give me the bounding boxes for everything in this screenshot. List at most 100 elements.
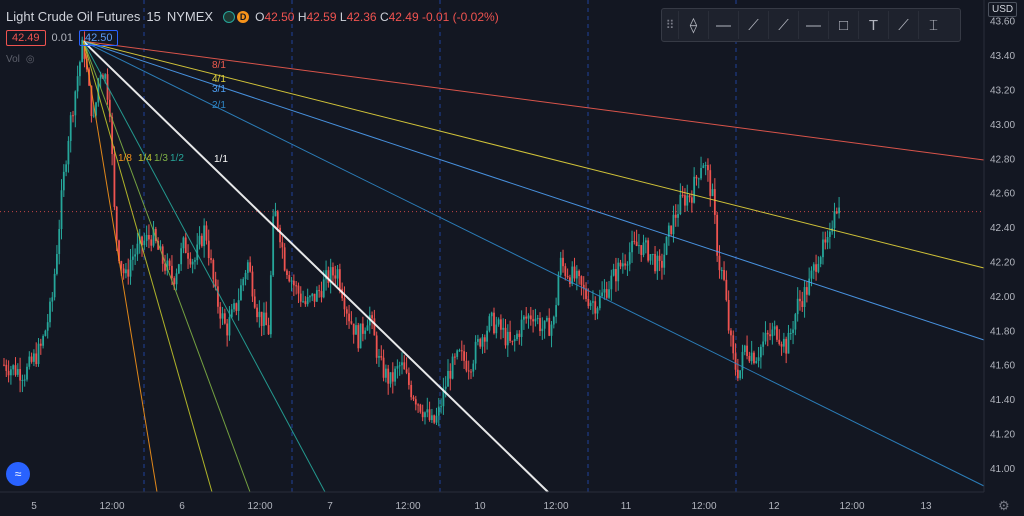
gann-fan[interactable]: 8/1 4/13/1 2/1 1/1 1/21/31/4 1/8 — [82, 40, 985, 493]
candle-body — [453, 356, 456, 358]
candle-body — [150, 239, 153, 246]
rectangle-icon[interactable]: □ — [829, 11, 859, 39]
candle-body — [177, 264, 180, 274]
candle-body — [95, 102, 97, 116]
candle-body — [578, 270, 581, 277]
candle-body — [327, 270, 330, 283]
trend-line-icon[interactable]: ⟋ — [739, 11, 769, 39]
candle-body — [69, 115, 72, 141]
time-axis[interactable]: 5 12:00 6 12:00 7 12:00 10 12:00 11 12:00 12 12:00 1… — [0, 491, 984, 512]
price-tick-label: 42.80 — [990, 154, 1015, 165]
candle-body — [421, 411, 424, 418]
candle-body — [477, 339, 479, 342]
tradingview-logo-icon[interactable]: ≈ — [6, 462, 30, 486]
candle-body — [115, 206, 118, 241]
candle-body — [322, 279, 325, 298]
candle-body — [99, 75, 102, 79]
candle-body — [154, 228, 157, 242]
close-value: 42.49 — [388, 9, 419, 24]
gann-fan-ray — [83, 40, 985, 161]
candle-body — [822, 239, 824, 258]
candle-body — [458, 350, 461, 352]
candle-body — [428, 409, 431, 421]
candle-body — [76, 76, 79, 92]
candle-body — [647, 240, 650, 261]
candle-body — [65, 164, 68, 172]
price-axis[interactable]: 43.60 43.40 43.20 43.00 42.80 42.60 42.40 42.20… — [983, 0, 1024, 516]
candle-body — [440, 406, 442, 408]
candle-body — [612, 268, 615, 276]
settings-gear-icon[interactable]: ⚙ — [998, 498, 1010, 513]
candle-body — [667, 225, 670, 237]
candle-body — [725, 279, 728, 300]
eye-hidden-icon[interactable]: ◎ — [25, 54, 35, 65]
candle-body — [474, 341, 477, 364]
sell-price-button[interactable]: 42.49 — [6, 30, 46, 46]
candle-body — [690, 197, 693, 203]
candle-body — [748, 355, 751, 362]
candle-body — [306, 297, 309, 305]
candle-body — [764, 332, 767, 342]
horizontal-ray-icon[interactable]: — — [709, 11, 739, 39]
interval-label[interactable]: 15 — [146, 9, 161, 24]
candle-body — [773, 326, 776, 330]
drag-handle-icon[interactable]: ⠿ — [662, 11, 679, 39]
price-tick-label: 43.00 — [990, 120, 1015, 131]
candle-body — [686, 195, 689, 206]
candle-body — [373, 318, 376, 336]
currency-label[interactable]: USD — [988, 2, 1018, 17]
candle-body — [463, 351, 465, 361]
candle-body — [661, 260, 663, 268]
gann-fan-ray — [82, 41, 213, 493]
candle-body — [486, 330, 489, 342]
candle-body — [62, 171, 65, 191]
candle-body — [203, 225, 206, 247]
candle-body — [672, 214, 675, 235]
candle-body — [104, 74, 107, 79]
candle-body — [539, 318, 541, 332]
candle-body — [608, 289, 610, 298]
low-label: L — [339, 9, 347, 24]
candle-body — [610, 275, 613, 290]
candle-body — [205, 225, 208, 241]
candle-body — [741, 351, 744, 371]
candle-body — [603, 289, 606, 293]
candle-body — [589, 302, 592, 306]
candle-body — [272, 216, 275, 276]
chart-grid — [143, 0, 737, 492]
open-value: 42.50 — [264, 9, 295, 24]
price-range-icon[interactable]: ⌶ — [928, 16, 938, 34]
gann-fan-label: 4/1 — [212, 74, 226, 85]
candle-body — [19, 369, 22, 381]
candle-body — [759, 346, 762, 358]
candle-body — [679, 194, 682, 215]
candle-body — [325, 270, 327, 280]
gann-fan-ray — [83, 40, 985, 341]
candle-body — [12, 365, 15, 370]
candle-body — [497, 319, 500, 325]
candle-body — [79, 62, 81, 77]
horizontal-line-icon[interactable]: — — [799, 11, 829, 39]
candle-body — [226, 323, 229, 336]
candle-body — [92, 115, 95, 117]
candle-body — [651, 254, 654, 256]
symbol-name[interactable]: Light Crude Oil Futures — [6, 9, 141, 24]
candle-body — [345, 309, 348, 314]
candle-body — [412, 397, 415, 400]
volume-legend: Vol ◎ — [6, 54, 35, 65]
brush-icon[interactable]: ⟋ — [889, 11, 919, 39]
buy-price-button[interactable]: 42.50 — [78, 30, 119, 46]
candle-body — [559, 257, 562, 275]
candle-body — [750, 352, 753, 362]
vertical-line-icon[interactable]: ⟠ — [679, 11, 709, 39]
ray-icon[interactable]: ⟋ — [769, 11, 799, 39]
candle-body — [332, 267, 334, 276]
candle-body — [295, 285, 298, 287]
candle-body — [502, 327, 505, 330]
candle-body — [182, 237, 185, 249]
volume-label: Vol — [6, 54, 20, 65]
delayed-badge: D — [237, 10, 250, 23]
text-icon[interactable]: T — [859, 11, 889, 39]
candle-body — [164, 263, 166, 271]
